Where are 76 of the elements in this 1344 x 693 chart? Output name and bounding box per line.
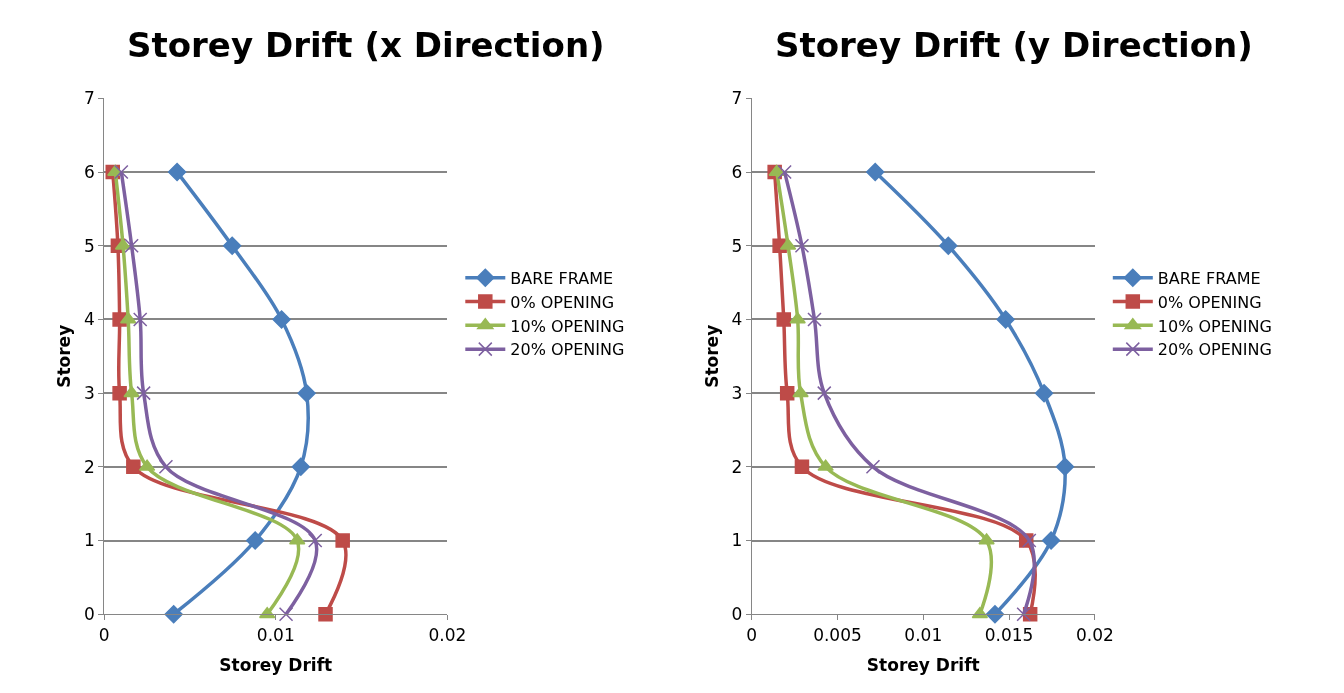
point: [794, 238, 810, 253]
point: [132, 312, 148, 327]
point: [318, 606, 333, 622]
point: [272, 310, 291, 329]
point: [866, 162, 885, 182]
legend-label: 0% OPENING: [1157, 292, 1262, 312]
legend-label: 20% OPENING: [1157, 340, 1272, 360]
point: [939, 236, 958, 255]
x-tick-label: 0.01: [904, 624, 943, 645]
point: [1016, 606, 1031, 622]
y-tick-label: 4: [83, 309, 95, 330]
x-tick-label: 0.005: [813, 624, 862, 645]
point: [1034, 383, 1054, 403]
legend-label: BARE FRAME: [1157, 268, 1261, 288]
y-tick-label: 7: [731, 88, 743, 109]
point: [297, 383, 316, 403]
point: [978, 533, 995, 545]
y-tick-label: 7: [83, 88, 95, 109]
point: [335, 533, 350, 548]
x-axis-title: Storey Drift: [866, 655, 980, 676]
y-tick-label: 1: [731, 530, 743, 551]
point: [291, 457, 311, 477]
y-tick-label: 2: [83, 456, 95, 477]
point: [789, 312, 806, 324]
point: [164, 605, 183, 624]
y-tick-label: 5: [731, 235, 743, 256]
y-tick-label: 6: [83, 162, 95, 183]
y-axis-title: Storey: [702, 324, 722, 388]
legend-label: BARE FRAME: [510, 268, 614, 288]
point: [817, 385, 832, 401]
point: [167, 162, 187, 182]
point: [114, 164, 129, 180]
y-tick-label: 1: [83, 530, 95, 551]
point: [777, 164, 792, 180]
legend-label: 10% OPENING: [510, 316, 625, 336]
point: [1041, 531, 1061, 550]
point: [817, 459, 834, 471]
y-tick-label: 5: [83, 235, 95, 256]
x-tick-label: 0.01: [256, 624, 295, 645]
y-axis-title: Storey: [54, 324, 75, 388]
y-tick-label: 2: [731, 456, 743, 477]
point: [985, 605, 1005, 624]
point: [307, 533, 323, 548]
point: [126, 459, 141, 475]
point: [136, 385, 151, 401]
point: [124, 238, 139, 253]
x-tick-label: 0.015: [984, 624, 1034, 645]
chart-title: Storey Drift (y Direction): [775, 25, 1253, 65]
point: [112, 385, 127, 401]
x-tick-label: 0.02: [428, 624, 467, 645]
point: [222, 236, 242, 255]
point: [1022, 533, 1037, 548]
y-tick-label: 0: [731, 604, 743, 625]
point: [807, 312, 822, 327]
point: [779, 385, 795, 401]
y-tick-label: 0: [83, 604, 95, 625]
y-tick-label: 4: [731, 309, 743, 330]
point: [1055, 457, 1075, 477]
point: [792, 385, 809, 398]
y-tick-label: 6: [731, 162, 743, 183]
y-tick-label: 3: [83, 383, 95, 404]
x-tick-label: 0: [98, 624, 110, 645]
legend-label: 10% OPENING: [1157, 316, 1272, 336]
point: [278, 606, 294, 622]
point: [794, 459, 810, 475]
point: [245, 531, 265, 550]
x-axis-title: Storey Drift: [219, 655, 333, 676]
legend-label: 20% OPENING: [510, 340, 625, 360]
chart-title: Storey Drift (x Direction): [127, 25, 605, 65]
point: [123, 385, 140, 398]
legend-label: 0% OPENING: [510, 292, 615, 312]
point: [776, 312, 792, 327]
y-tick-label: 3: [731, 383, 743, 404]
x-tick-label: 0.02: [1075, 624, 1114, 645]
point: [996, 310, 1015, 329]
x-tick-label: 0: [746, 624, 758, 645]
